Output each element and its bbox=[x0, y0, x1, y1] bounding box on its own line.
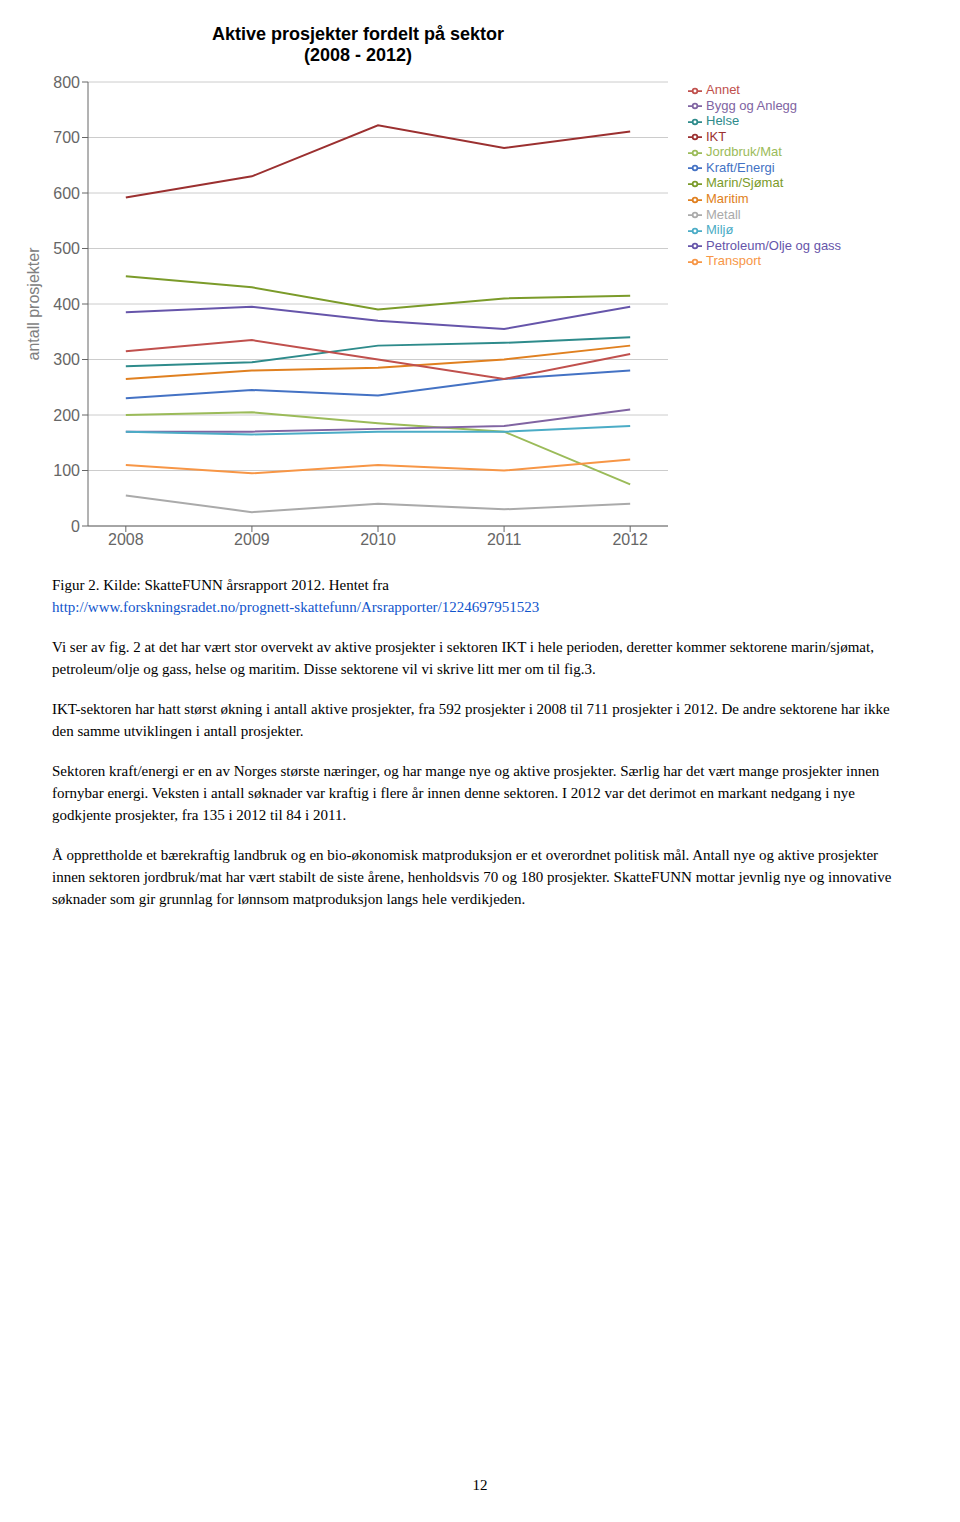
svg-text:2012: 2012 bbox=[612, 531, 648, 548]
html-text:Å opprettholde et bærekraftig: Å opprettholde et bærekraftig landbruk o… bbox=[52, 847, 892, 907]
html-text:Jordbruk/Mat: Jordbruk/Mat bbox=[706, 144, 782, 160]
html-text:Annet: Annet bbox=[706, 82, 740, 97]
svg-text:200: 200 bbox=[53, 407, 80, 424]
html-text:(2008 - 2012): (2008 - 2012) bbox=[304, 45, 412, 65]
html-text:Marin/Sjømat: Marin/Sjømat bbox=[706, 175, 784, 191]
svg-text:antall prosjekter: antall prosjekter bbox=[25, 247, 42, 361]
svg-text:2008: 2008 bbox=[108, 531, 144, 548]
html-text:Kraft/Energi: Kraft/Energi bbox=[706, 159, 775, 175]
html-text:IKT-sektoren har hatt størst ø: IKT-sektoren har hatt størst økning i an… bbox=[52, 701, 890, 739]
html-text:http://www.forskningsradet.no/: http://www.forskningsradet.no/prognett-s… bbox=[52, 599, 540, 615]
svg-text:400: 400 bbox=[53, 296, 80, 313]
svg-text:300: 300 bbox=[53, 351, 80, 368]
svg-text:800: 800 bbox=[53, 74, 80, 91]
html-text:Maritim: Maritim bbox=[706, 190, 749, 206]
svg-text:700: 700 bbox=[53, 129, 80, 146]
svg-text:100: 100 bbox=[53, 462, 80, 479]
html-text:Miljø: Miljø bbox=[706, 222, 734, 238]
svg-text:2010: 2010 bbox=[360, 531, 396, 548]
html-text:IKT: IKT bbox=[706, 128, 727, 144]
html-text:Sektoren kraft/energi er en av: Sektoren kraft/energi er en av Norges st… bbox=[52, 763, 880, 823]
html-text:Petroleum/Olje og gass: Petroleum/Olje og gass bbox=[706, 237, 842, 253]
svg-text:2009: 2009 bbox=[234, 531, 270, 548]
html-text:Vi ser av fig. 2 at det har væ: Vi ser av fig. 2 at det har vært stor ov… bbox=[52, 639, 874, 677]
svg-text:2011: 2011 bbox=[487, 531, 522, 548]
svg-text:600: 600 bbox=[53, 185, 80, 202]
html-text:Transport: Transport bbox=[706, 253, 762, 269]
html-text:12: 12 bbox=[472, 1477, 488, 1493]
html-text:Metall: Metall bbox=[706, 206, 741, 222]
svg-text:500: 500 bbox=[53, 240, 80, 257]
html-text:Helse: Helse bbox=[706, 113, 740, 129]
html-text:Bygg og Anlegg: Bygg og Anlegg bbox=[706, 97, 798, 113]
svg-text:0: 0 bbox=[71, 518, 80, 535]
html-text:Aktive prosjekter fordelt på s: Aktive prosjekter fordelt på sektor bbox=[211, 24, 504, 44]
html-text:Figur 2. Kilde: SkatteFUNN års: Figur 2. Kilde: SkatteFUNN årsrapport 20… bbox=[52, 577, 389, 593]
